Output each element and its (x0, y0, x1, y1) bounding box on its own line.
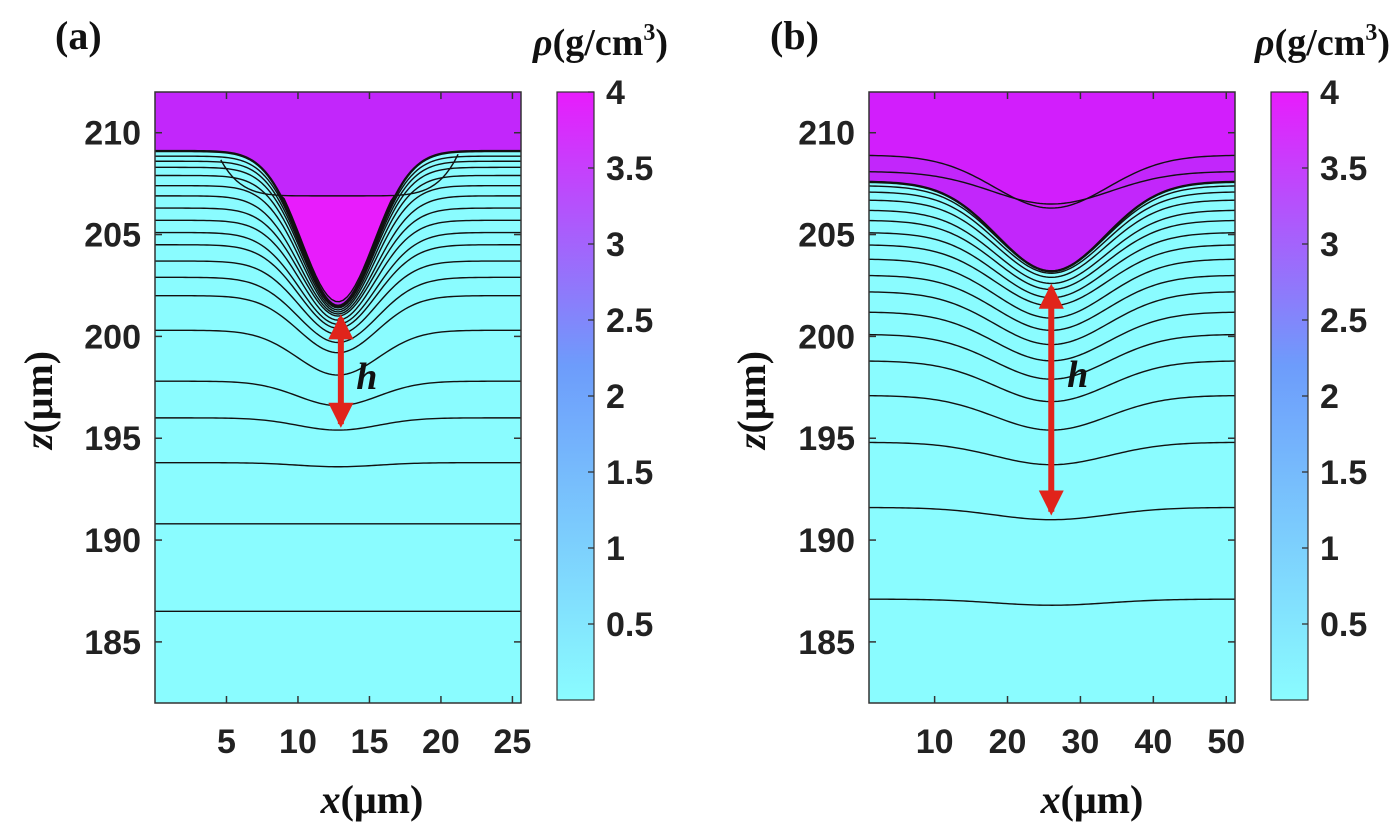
colorbar-close-a: ) (655, 22, 668, 64)
x-tick-label: 30 (1062, 723, 1100, 761)
y-tick-label: 190 (798, 522, 855, 560)
x-axis-label-b: x(μm) (1040, 777, 1144, 822)
x-axis-unit-a: (μm) (341, 777, 424, 822)
contour-line (155, 184, 521, 313)
upper-contour-line (869, 154, 1235, 209)
y-axis-var-a: z (16, 433, 61, 451)
colorbar-tick-label: 3.5 (606, 150, 653, 188)
y-tick-label: 200 (798, 318, 855, 356)
colorbar-tick-label: 3 (1320, 226, 1339, 264)
colorbar-tick-label: 4 (1320, 74, 1339, 112)
colorbar-tick-label: 1.5 (1320, 454, 1367, 492)
upper-contour-line (869, 171, 1235, 205)
contour-line (869, 506, 1235, 521)
colorbar-tick-label: 1 (606, 530, 625, 568)
contour-line (869, 199, 1235, 279)
contour-line (869, 191, 1235, 274)
y-tick-label: 205 (84, 217, 141, 255)
colorbar-tick-label: 3.5 (1320, 150, 1367, 188)
y-tick-label: 210 (84, 115, 141, 153)
x-axis-var-a: x (320, 777, 341, 822)
x-tick-label: 15 (351, 723, 389, 761)
x-tick-label: 10 (916, 723, 954, 761)
x-ticks-a: 5 10 15 20 25 (217, 92, 531, 761)
colorbar-unit-a: (g/cm (553, 22, 644, 64)
colorbar-a: 0.511.522.533.54 ρ(g/cm3) (532, 20, 668, 701)
contour-line (155, 166, 521, 309)
contour-line (155, 195, 521, 315)
interface-contour (869, 180, 1235, 273)
colorbar-symbol-b: ρ (1254, 22, 1275, 64)
colorbar-b: 0.511.522.533.54 ρ(g/cm3) (1254, 20, 1390, 701)
x-axis-unit-b: (μm) (1061, 777, 1144, 822)
x-axis-var-b: x (1040, 777, 1061, 822)
contour-line (155, 417, 521, 431)
y-tick-label: 195 (84, 420, 141, 458)
colorbar-tick-label: 3 (606, 226, 625, 264)
thickness-label-b: h (1067, 354, 1088, 396)
y-tick-label: 205 (798, 217, 855, 255)
y-tick-label: 210 (798, 115, 855, 153)
thickness-label-a: h (356, 356, 377, 398)
inner-high-density-a (220, 154, 459, 302)
y-tick-label: 195 (798, 420, 855, 458)
x-tick-label: 25 (494, 723, 532, 761)
y-axis-label-a: z(μm) (16, 351, 61, 451)
y-axis-unit-a: (μm) (16, 351, 61, 434)
colorbar-tick-label: 2.5 (1320, 302, 1367, 340)
y-ticks-b: 185 190 195 200 205 210 (798, 115, 1235, 662)
x-tick-label: 5 (217, 723, 236, 761)
panel-label-b: (b) (770, 13, 819, 58)
y-tick-label: 190 (84, 522, 141, 560)
x-tick-label: 40 (1134, 723, 1172, 761)
y-tick-label: 185 (798, 624, 855, 662)
colorbar-gradient-a (556, 91, 595, 701)
x-axis-label-a: x(μm) (320, 777, 424, 822)
colorbar-tick-label: 2 (606, 378, 625, 416)
colorbar-tick-label: 1.5 (606, 454, 653, 492)
contour-line (155, 174, 521, 311)
colorbar-tick-label: 4 (606, 74, 625, 112)
colorbar-ticks-a: 0.5 1 1.5 2 2.5 3 3.5 4 (588, 74, 653, 644)
colorbar-close-b: ) (1377, 22, 1390, 64)
plot-frame-a (154, 91, 522, 704)
colorbar-symbol-a: ρ (532, 22, 553, 64)
y-tick-label: 185 (84, 624, 141, 662)
x-ticks-b: 10 20 30 40 50 (916, 92, 1245, 761)
colorbar-sup-b: 3 (1365, 20, 1377, 46)
y-tick-label: 200 (84, 318, 141, 356)
inner-contour-a (220, 153, 459, 303)
x-tick-label: 50 (1207, 723, 1245, 761)
colorbar-tick-label: 1 (1320, 530, 1339, 568)
contour-line (869, 209, 1235, 285)
plot-area-a (155, 92, 521, 703)
colorbar-ticks-b: 0.5 1 1.5 2 2.5 3 3.5 4 (1302, 74, 1367, 644)
panel-label-a: (a) (55, 13, 102, 58)
interface-contour (155, 149, 521, 308)
colorbar-tick-label: 0.5 (1320, 606, 1367, 644)
x-tick-label: 10 (279, 723, 317, 761)
contour-line (869, 598, 1235, 606)
colorbar-tick-label: 2 (1320, 378, 1339, 416)
colorbar-label-b: ρ(g/cm3) (1254, 20, 1390, 64)
colorbar-sup-a: 3 (643, 20, 655, 46)
colorbar-tick-label: 0.5 (606, 606, 653, 644)
y-axis-label-b: z(μm) (729, 351, 774, 451)
x-tick-label: 20 (422, 723, 460, 761)
y-axis-var-b: z (729, 433, 774, 451)
inner-high-density-b (869, 92, 1235, 209)
contour-line (155, 461, 521, 468)
colorbar-unit-b: (g/cm (1275, 22, 1366, 64)
colorbar-tick-label: 2.5 (606, 302, 653, 340)
plot-frame-b (868, 91, 1236, 704)
x-tick-label: 20 (989, 723, 1027, 761)
y-axis-unit-b: (μm) (729, 351, 774, 434)
colorbar-gradient-b (1270, 91, 1309, 701)
y-ticks-a: 185 190 195 200 205 210 (84, 115, 521, 662)
colorbar-label-a: ρ(g/cm3) (532, 20, 668, 64)
